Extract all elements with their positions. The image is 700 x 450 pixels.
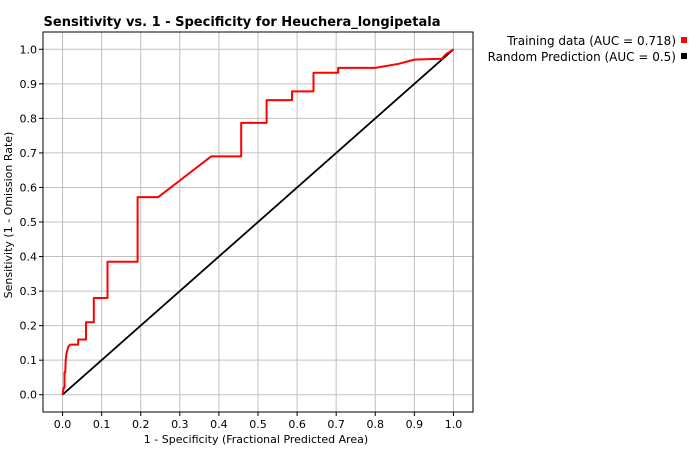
series-line-training [61, 48, 455, 395]
y-tick-label: 0.4 [20, 251, 38, 264]
y-tick-label: 0.0 [20, 389, 38, 402]
x-tick-label: 0.8 [367, 418, 385, 431]
y-tick-label: 1.0 [20, 43, 38, 56]
x-tick-label: 0.0 [54, 418, 72, 431]
x-tick-label: 0.1 [93, 418, 111, 431]
y-tick-label: 0.8 [20, 112, 38, 125]
legend: Training data (AUC = 0.718) Random Predic… [488, 34, 687, 64]
y-tick-label: 0.5 [20, 216, 38, 229]
y-tick-label: 0.9 [20, 78, 38, 91]
x-tick-label: 0.5 [249, 418, 267, 431]
legend-entry-label: Training data (AUC = 0.718) [506, 34, 676, 48]
x-tick-label: 0.3 [171, 418, 189, 431]
x-tick-label: 0.7 [327, 418, 345, 431]
x-tick-label: 1.0 [445, 418, 463, 431]
series-line-random [61, 48, 455, 396]
chart-title: Sensitivity vs. 1 - Specificity for Heuc… [44, 15, 441, 30]
x-tick-label: 0.9 [406, 418, 424, 431]
x-tick-label: 0.4 [210, 418, 228, 431]
x-tick-label: 0.6 [288, 418, 306, 431]
y-axis-ticks: 0.0 0.1 0.2 0.3 0.4 0.5 0.6 0.7 0.8 0.9 1.0 [20, 43, 43, 402]
y-tick-label: 0.3 [20, 285, 38, 298]
y-tick-label: 0.6 [20, 181, 38, 194]
y-tick-label: 0.1 [20, 354, 38, 367]
legend-swatch [681, 37, 687, 43]
x-tick-label: 0.2 [132, 418, 150, 431]
y-axis-label: Sensitivity (1 - Omission Rate) [2, 132, 15, 299]
legend-entry-label: Random Prediction (AUC = 0.5) [488, 50, 676, 64]
legend-swatch [681, 53, 687, 59]
grid [43, 32, 473, 412]
y-tick-label: 0.7 [20, 147, 38, 160]
x-axis-label: 1 - Specificity (Fractional Predicted Ar… [144, 433, 368, 446]
x-axis-ticks: 0.0 0.1 0.2 0.3 0.4 0.5 0.6 0.7 0.8 0.9 1.0 [54, 412, 462, 431]
y-tick-label: 0.2 [20, 320, 38, 333]
series-group [61, 48, 455, 396]
